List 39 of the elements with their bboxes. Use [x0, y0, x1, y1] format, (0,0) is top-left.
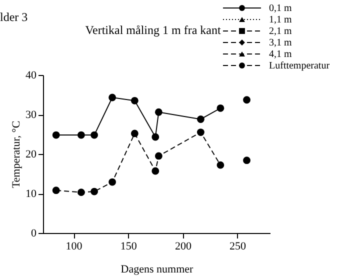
text: lder 3	[0, 10, 28, 24]
point	[108, 94, 116, 102]
point	[196, 128, 204, 136]
point	[52, 186, 60, 194]
point	[243, 156, 250, 164]
x-axis-title: Dagens nummer	[120, 264, 194, 276]
point	[216, 161, 224, 169]
legend-label: Lufttemperatur	[269, 60, 330, 72]
y-axis-title: Temperatur, °C	[10, 120, 22, 188]
y-tick-label: 10	[26, 188, 37, 200]
point	[216, 104, 224, 112]
y-tick-label: 40	[26, 70, 37, 82]
point	[77, 131, 85, 139]
legend-label: 0,1 m	[269, 3, 292, 14]
x-tick-label: 100	[66, 240, 83, 252]
point	[108, 178, 116, 186]
y-tick-label: 20	[26, 148, 37, 160]
point	[152, 133, 160, 141]
point	[77, 188, 85, 196]
legend-label: 1,1 m	[269, 14, 292, 26]
legend-label: 3,1 m	[269, 38, 292, 48]
chart-title: Vertikal måling 1 m fra kant	[85, 23, 222, 37]
x-tick-label: 200	[174, 240, 192, 252]
x-tick-label: 150	[120, 240, 138, 252]
point	[130, 96, 138, 104]
y-tick-label: 0	[31, 228, 37, 240]
legend-label: 2,1 m	[269, 26, 292, 37]
point	[152, 167, 160, 175]
point	[52, 131, 60, 139]
point	[90, 131, 98, 139]
x-tick-label: 250	[230, 240, 247, 252]
point	[196, 116, 204, 123]
point	[243, 96, 250, 104]
legend-label: 4,1 m	[269, 49, 292, 60]
point	[154, 152, 162, 160]
point	[154, 108, 162, 116]
point	[90, 188, 98, 196]
point	[130, 130, 138, 138]
y-tick-label: 30	[26, 109, 37, 121]
